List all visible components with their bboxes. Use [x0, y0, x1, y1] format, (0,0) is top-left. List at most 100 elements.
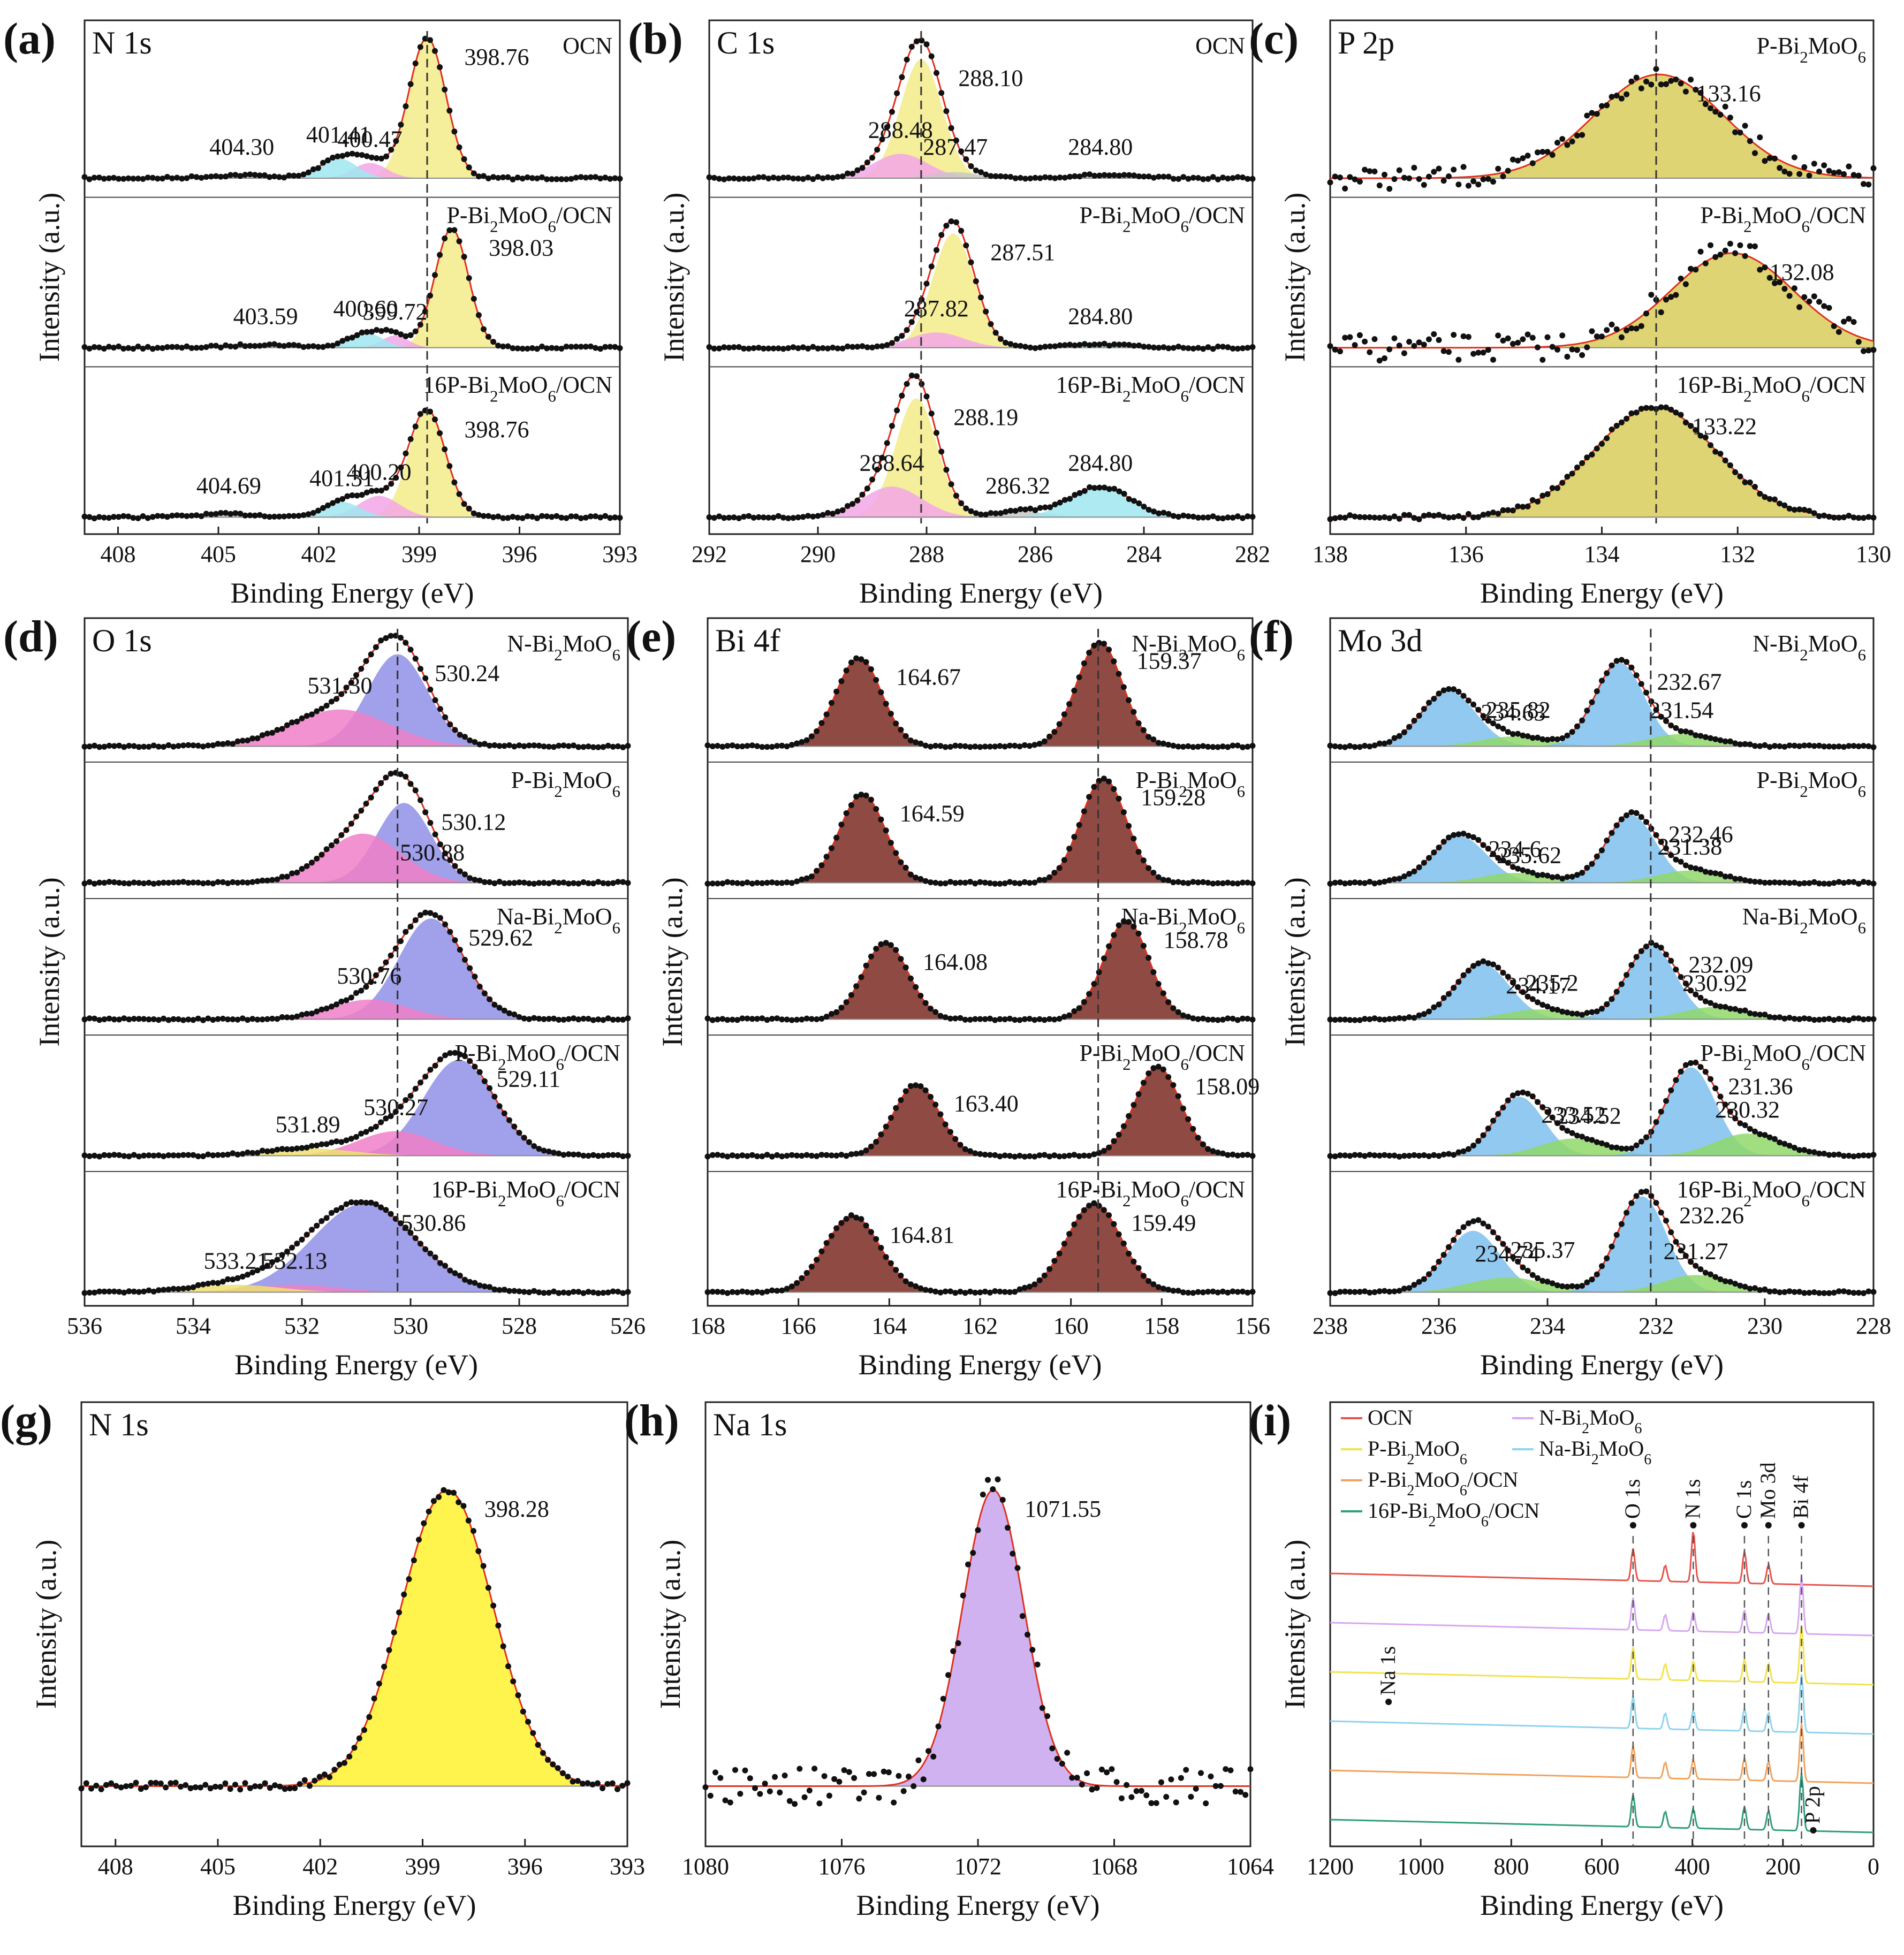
- data-point: [992, 743, 998, 750]
- data-point: [1220, 174, 1226, 181]
- data-point: [1846, 743, 1852, 749]
- data-point: [1777, 279, 1783, 285]
- data-point: [1210, 513, 1216, 520]
- data-point: [1240, 174, 1246, 180]
- data-point: [1722, 873, 1728, 880]
- data-point: [580, 1290, 587, 1296]
- data-point: [1106, 486, 1112, 492]
- data-point: [1841, 1016, 1847, 1023]
- data-point: [1039, 1705, 1045, 1711]
- data-point: [1757, 491, 1763, 497]
- peak-label: 230.92: [1682, 970, 1747, 996]
- data-point: [923, 393, 930, 400]
- data-point: [739, 1152, 746, 1159]
- sample-label: P-Bi2MoO6/OCN: [1079, 202, 1245, 236]
- data-point: [754, 743, 760, 749]
- data-point: [556, 1290, 562, 1296]
- data-point: [1046, 733, 1053, 740]
- data-point: [342, 1760, 347, 1766]
- spectrum-row: 1071.55: [702, 1476, 1254, 1807]
- data-point: [823, 1152, 830, 1158]
- data-point: [1648, 405, 1655, 411]
- data-point: [417, 411, 423, 417]
- data-point: [125, 175, 132, 181]
- data-point: [780, 346, 786, 352]
- data-point: [121, 880, 127, 886]
- data-point: [141, 743, 147, 750]
- data-point: [706, 344, 712, 350]
- data-point: [407, 332, 414, 338]
- data-point: [879, 343, 885, 349]
- data-point: [1225, 744, 1231, 750]
- data-point: [962, 1290, 968, 1296]
- data-point: [205, 742, 211, 749]
- data-point: [839, 507, 846, 513]
- data-point: [495, 343, 502, 349]
- data-point: [1791, 154, 1797, 161]
- data-point: [391, 1629, 397, 1635]
- data-point: [1564, 1283, 1571, 1290]
- data-point: [808, 1016, 815, 1022]
- data-point: [335, 497, 341, 504]
- data-point: [1091, 1151, 1097, 1158]
- data-point: [1175, 879, 1181, 885]
- data-point: [1599, 678, 1605, 684]
- data-point: [348, 1199, 354, 1205]
- data-point: [1225, 1289, 1231, 1296]
- data-point: [803, 1152, 810, 1158]
- data-point: [1195, 1135, 1201, 1141]
- data-point: [245, 737, 251, 743]
- data-point: [388, 481, 395, 487]
- data-point: [1697, 90, 1704, 96]
- data-point: [987, 1015, 993, 1022]
- peak-label: 284.80: [1068, 303, 1133, 329]
- data-point: [1821, 1151, 1827, 1157]
- data-point: [908, 43, 915, 50]
- data-point: [1051, 729, 1058, 735]
- data-point: [848, 992, 854, 998]
- data-point: [140, 346, 146, 352]
- data-point: [1240, 515, 1246, 521]
- data-point: [505, 174, 511, 180]
- data-point: [1658, 839, 1664, 845]
- data-point: [1850, 743, 1857, 749]
- data-point: [1067, 496, 1073, 502]
- data-point: [958, 227, 965, 234]
- data-point: [106, 879, 112, 885]
- data-point: [1027, 743, 1033, 749]
- data-point: [1406, 512, 1413, 518]
- data-point: [1160, 1066, 1166, 1072]
- data-point: [146, 1152, 152, 1159]
- data-point: [1465, 697, 1471, 704]
- data-point: [281, 513, 287, 520]
- data-point: [401, 1591, 407, 1598]
- data-point: [1697, 248, 1704, 255]
- data-point: [1624, 972, 1630, 978]
- data-point: [427, 910, 434, 916]
- data-point: [403, 640, 409, 646]
- data-point: [849, 344, 856, 350]
- data-point: [1609, 1144, 1615, 1151]
- data-point: [86, 879, 93, 885]
- data-point: [545, 1756, 551, 1763]
- data-point: [1708, 1271, 1713, 1277]
- data-point: [249, 1150, 256, 1156]
- data-point: [770, 174, 777, 181]
- data-point: [1757, 1011, 1763, 1018]
- data-point: [541, 1147, 547, 1154]
- data-point: [1074, 1775, 1080, 1781]
- data-point: [1821, 162, 1827, 169]
- data-point: [563, 176, 570, 182]
- data-point: [1549, 1280, 1556, 1287]
- data-point: [1091, 1200, 1097, 1206]
- data-point: [1111, 658, 1117, 665]
- marker-dot: [1798, 1522, 1805, 1528]
- data-point: [1668, 1087, 1674, 1093]
- data-point: [339, 496, 346, 502]
- data-point: [992, 1152, 998, 1158]
- data-point: [1017, 1286, 1023, 1292]
- data-point: [1406, 339, 1413, 345]
- data-point: [1101, 1147, 1107, 1154]
